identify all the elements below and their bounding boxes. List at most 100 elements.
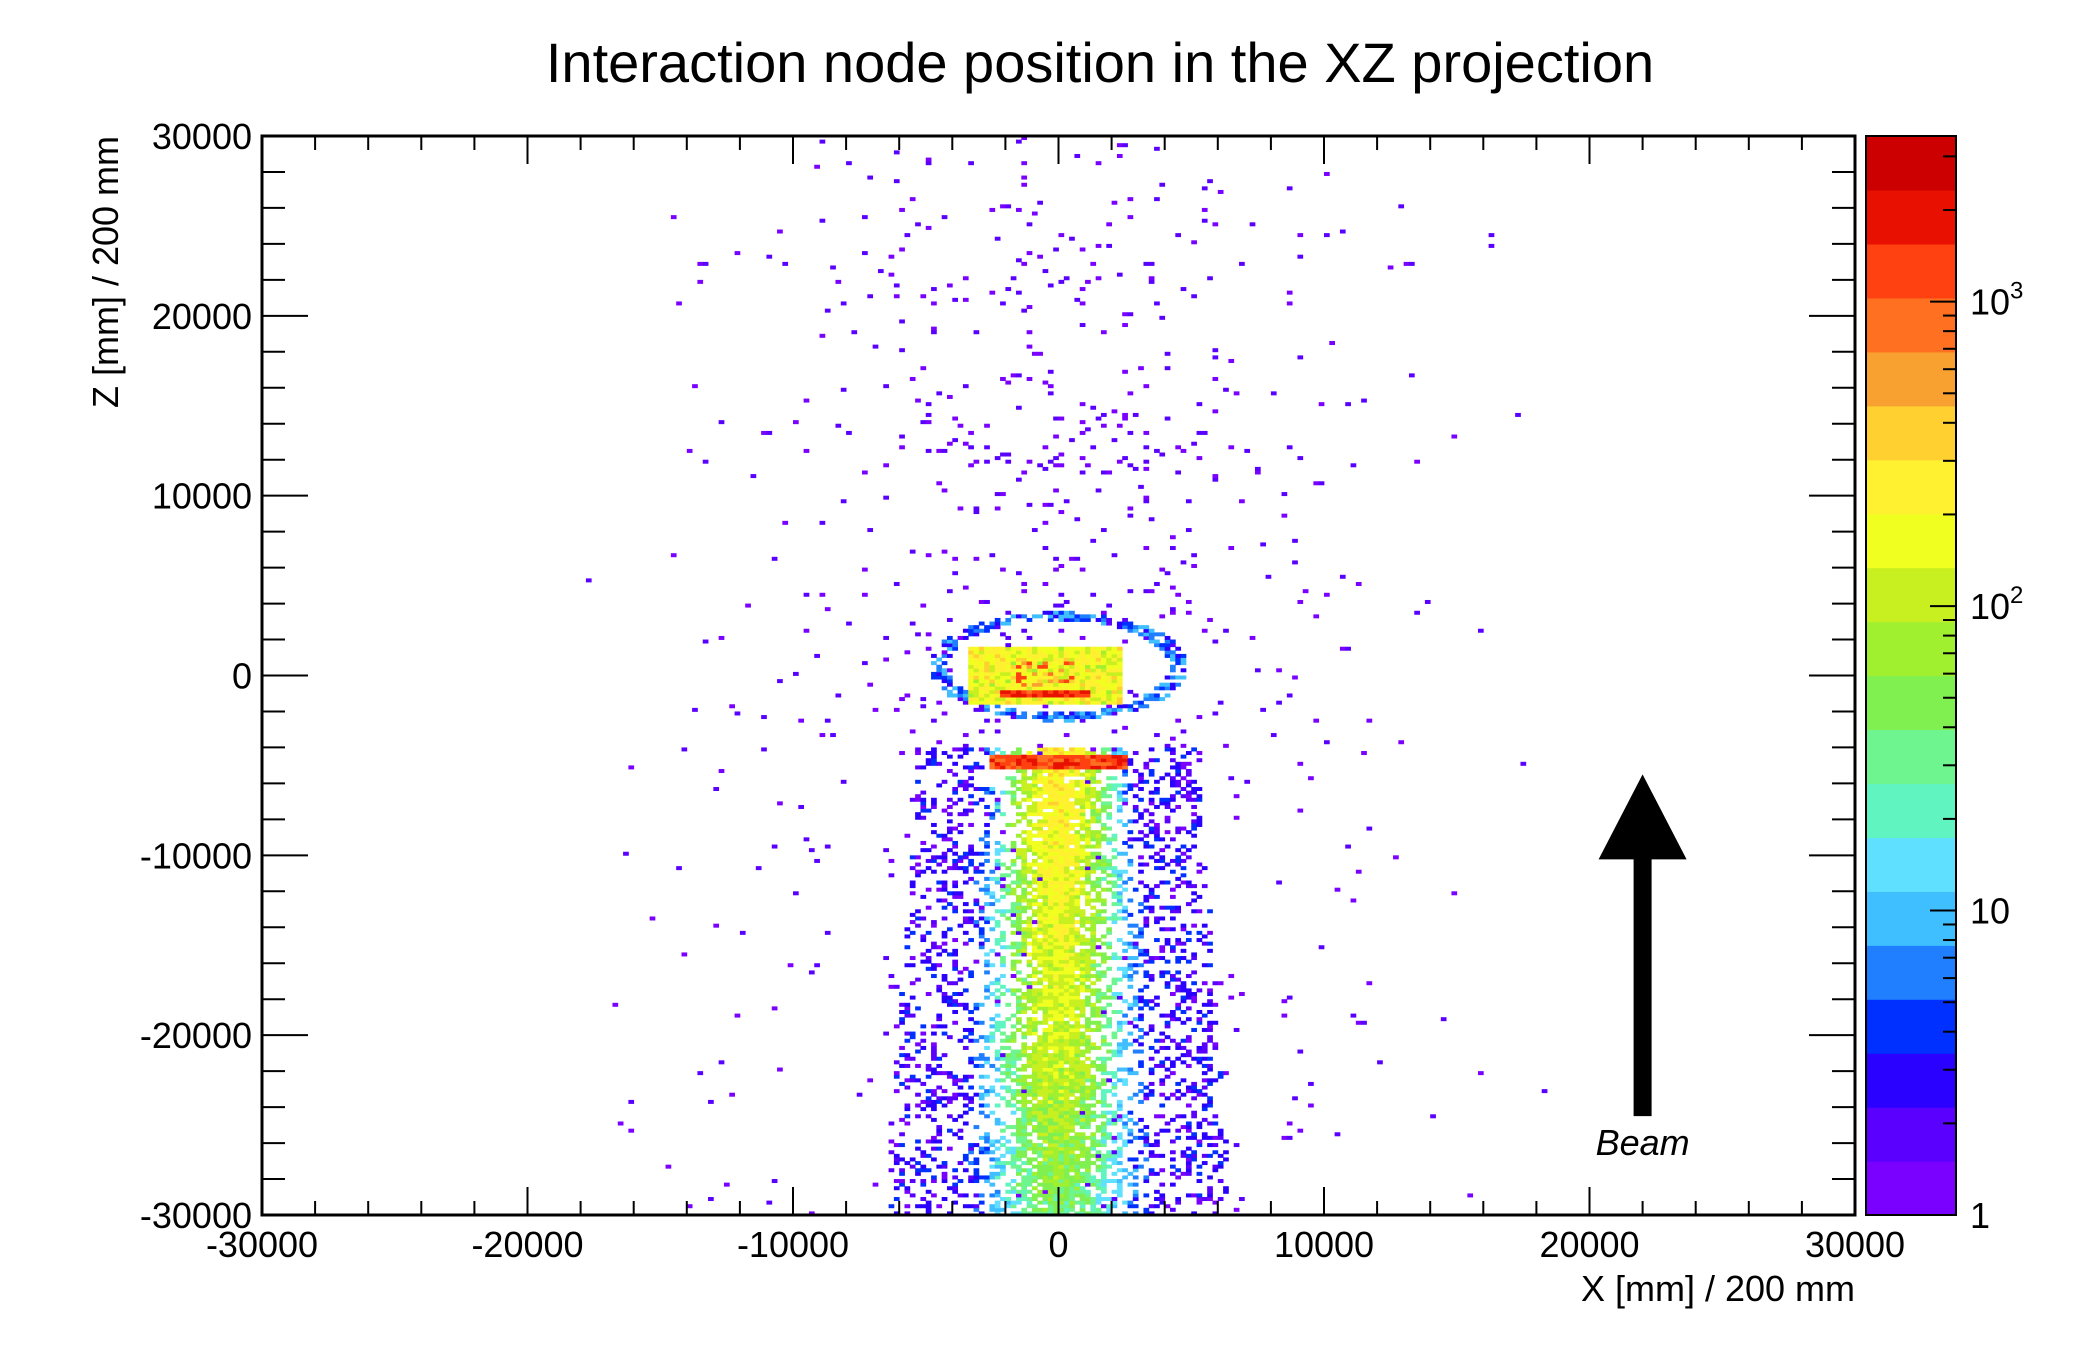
heatmap-cell xyxy=(1037,941,1043,946)
heatmap-cell xyxy=(904,934,911,939)
heatmap-cell xyxy=(1100,992,1107,997)
heatmap-cell xyxy=(1021,711,1028,716)
heatmap-cell xyxy=(1143,948,1150,953)
heatmap-cell xyxy=(1106,812,1112,817)
heatmap-cell xyxy=(1143,905,1150,910)
heatmap-cell xyxy=(1005,664,1012,669)
heatmap-cell xyxy=(1122,1114,1128,1119)
heatmap-cell xyxy=(968,445,974,450)
heatmap-cell xyxy=(1116,1045,1123,1050)
heatmap-cell xyxy=(989,1024,996,1029)
heatmap-cell xyxy=(1069,1135,1075,1140)
heatmap-cell xyxy=(978,851,985,856)
heatmap-cell xyxy=(1185,1053,1192,1058)
heatmap-cell xyxy=(931,675,937,680)
heatmap-cell xyxy=(1047,689,1054,694)
heatmap-cell xyxy=(1116,797,1123,802)
heatmap-cell xyxy=(936,952,943,957)
heatmap-cell xyxy=(1079,848,1086,853)
heatmap-cell xyxy=(1127,758,1134,763)
heatmap-cell xyxy=(1085,822,1091,827)
heatmap-cell xyxy=(835,693,842,698)
heatmap-cell xyxy=(1047,1186,1054,1191)
heatmap-cell xyxy=(1047,1006,1054,1011)
heatmap-cell xyxy=(697,261,704,266)
heatmap-cell xyxy=(973,1002,980,1007)
heatmap-cell xyxy=(1154,1132,1160,1137)
heatmap-cell xyxy=(962,1103,969,1108)
heatmap-cell xyxy=(1037,664,1043,669)
heatmap-cell xyxy=(1116,693,1123,698)
heatmap-cell xyxy=(1010,1164,1017,1169)
heatmap-cell xyxy=(1185,988,1192,993)
heatmap-cell xyxy=(1116,668,1123,673)
heatmap-cell xyxy=(1100,765,1107,770)
heatmap-cell xyxy=(957,830,964,835)
heatmap-cell xyxy=(1260,542,1266,547)
heatmap-cell xyxy=(1047,970,1054,975)
heatmap-cell xyxy=(1010,1053,1017,1058)
heatmap-cell xyxy=(1021,934,1028,939)
heatmap-cell xyxy=(1069,1081,1075,1086)
heatmap-cell xyxy=(1031,1078,1038,1083)
heatmap-cell xyxy=(1085,700,1091,705)
heatmap-cell xyxy=(1180,560,1187,565)
heatmap-cell xyxy=(1042,769,1049,774)
heatmap-cell xyxy=(1334,1132,1341,1137)
heatmap-cell xyxy=(1031,981,1038,986)
heatmap-cell xyxy=(920,1197,927,1202)
heatmap-cell xyxy=(1058,1157,1065,1162)
heatmap-cell xyxy=(1069,556,1075,561)
heatmap-cell xyxy=(1069,1168,1075,1173)
heatmap-cell xyxy=(952,571,959,576)
heatmap-cell xyxy=(1031,1125,1038,1130)
heatmap-cell xyxy=(915,1006,921,1011)
heatmap-cell xyxy=(1063,1146,1070,1151)
heatmap-cell xyxy=(994,1103,1001,1108)
heatmap-cell xyxy=(1196,1139,1203,1144)
heatmap-cell xyxy=(1164,880,1171,885)
heatmap-cell xyxy=(1053,1013,1059,1018)
heatmap-cell xyxy=(1063,1161,1070,1166)
heatmap-cell xyxy=(1185,1038,1192,1043)
heatmap-cell xyxy=(1047,1114,1054,1119)
heatmap-cell xyxy=(1005,711,1012,716)
heatmap-cell xyxy=(777,229,783,234)
heatmap-cell xyxy=(1047,923,1054,928)
heatmap-cell xyxy=(984,876,990,881)
heatmap-cell xyxy=(1010,751,1017,756)
heatmap-cell xyxy=(1037,880,1043,885)
heatmap-cell xyxy=(941,930,948,935)
heatmap-cell xyxy=(1276,668,1282,673)
heatmap-cell xyxy=(1207,1078,1213,1083)
heatmap-cell xyxy=(1085,1103,1091,1108)
heatmap-cell xyxy=(819,592,826,597)
heatmap-cell xyxy=(899,207,905,212)
heatmap-cell xyxy=(1085,988,1091,993)
heatmap-cell xyxy=(1154,697,1160,702)
heatmap-cell xyxy=(957,697,964,702)
heatmap-cell xyxy=(1085,959,1091,964)
heatmap-cell xyxy=(1175,1175,1182,1180)
heatmap-cell xyxy=(1127,506,1134,511)
heatmap-cell xyxy=(1085,837,1091,842)
heatmap-cell xyxy=(1122,869,1128,874)
heatmap-cell xyxy=(1037,956,1043,961)
heatmap-cell xyxy=(1069,934,1075,939)
heatmap-cell xyxy=(1074,1067,1081,1072)
heatmap-cell xyxy=(1085,952,1091,957)
heatmap-cell xyxy=(984,887,990,892)
heatmap-cell xyxy=(1324,740,1330,745)
heatmap-cell xyxy=(1159,646,1166,651)
heatmap-cell xyxy=(994,898,1001,903)
heatmap-cell xyxy=(1100,1189,1107,1194)
heatmap-cell xyxy=(1074,833,1081,838)
heatmap-cell xyxy=(1053,776,1059,781)
heatmap-cell xyxy=(1021,1096,1028,1101)
heatmap-cell xyxy=(1069,1182,1075,1187)
heatmap-cell xyxy=(1148,772,1155,777)
heatmap-cell xyxy=(612,1002,619,1007)
heatmap-cell xyxy=(1100,1128,1107,1133)
heatmap-cell xyxy=(1095,243,1102,248)
heatmap-cell xyxy=(1010,844,1017,849)
